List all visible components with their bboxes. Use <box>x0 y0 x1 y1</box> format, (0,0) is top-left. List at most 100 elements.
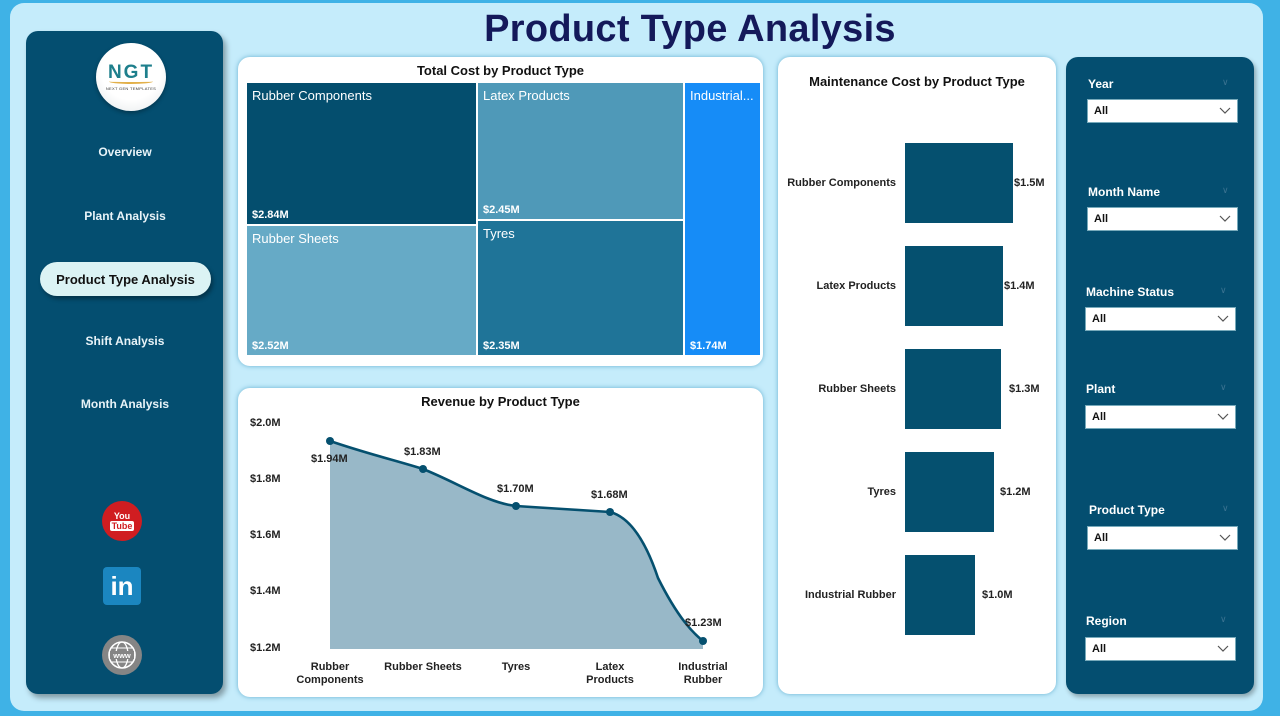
globe-icon: www <box>108 641 136 669</box>
bar[interactable] <box>905 349 1001 429</box>
bar-value-label: $1.5M <box>1014 177 1045 189</box>
treemap-cell-label: Latex Products <box>483 88 570 103</box>
data-point[interactable] <box>326 437 334 445</box>
nav-item-product-type-analysis[interactable]: Product Type Analysis <box>40 262 211 296</box>
linkedin-icon[interactable]: in <box>103 567 141 605</box>
data-point[interactable] <box>606 508 614 516</box>
data-label: $1.70M <box>497 483 534 495</box>
y-axis-tick: $1.2M <box>250 642 281 654</box>
x-axis-label: Latex Products <box>586 661 634 686</box>
logo-text: NGT <box>107 61 155 83</box>
bar-category-label: Industrial Rubber <box>804 589 896 601</box>
chevron-down-icon: ∨ <box>1220 285 1227 295</box>
bar-row-industrial-rubber: Industrial Rubber $1.0M <box>778 555 1056 635</box>
y-axis-tick: $2.0M <box>250 417 281 429</box>
filter-label-month-name: Month Name <box>1088 185 1160 199</box>
chevron-down-icon <box>1219 534 1231 541</box>
treemap-cell-latex-products[interactable]: Latex Products $2.45M <box>478 83 683 219</box>
chevron-down-icon <box>1217 645 1229 652</box>
bar-value-label: $1.3M <box>1009 383 1040 395</box>
y-axis-tick: $1.6M <box>250 529 281 541</box>
bar[interactable] <box>905 246 1003 326</box>
data-point[interactable] <box>699 637 707 645</box>
treemap-cell-value: $2.84M <box>252 209 289 221</box>
product-type-dropdown[interactable]: All <box>1087 526 1238 550</box>
website-globe-icon[interactable]: www <box>102 635 142 675</box>
treemap-cell-value: $1.74M <box>690 340 727 352</box>
dropdown-value: All <box>1092 411 1107 423</box>
filter-label-product-type: Product Type <box>1089 503 1165 517</box>
plant-dropdown[interactable]: All <box>1085 405 1236 429</box>
treemap-cell-rubber-sheets[interactable]: Rubber Sheets $2.52M <box>247 226 476 355</box>
nav-item-month-analysis[interactable]: Month Analysis <box>80 397 170 411</box>
logo-subtitle: NEXT GEN TEMPLATES <box>105 85 157 91</box>
total-cost-treemap-card: Total Cost by Product Type Rubber Compon… <box>238 57 763 366</box>
treemap-cell-label: Rubber Components <box>252 88 372 103</box>
dropdown-value: All <box>1094 105 1109 117</box>
treemap-cell-tyres[interactable]: Tyres $2.35M <box>478 221 683 355</box>
bar-row-rubber-sheets: Rubber Sheets $1.3M <box>778 349 1056 429</box>
maintenance-cost-bar-card: Maintenance Cost by Product Type Rubber … <box>778 57 1056 694</box>
y-axis-tick: $1.4M <box>250 585 281 597</box>
chevron-down-icon: ∨ <box>1222 77 1229 87</box>
linkedin-text: in <box>110 570 134 601</box>
treemap-cell-value: $2.35M <box>483 340 520 352</box>
treemap-cell-industrial-rubber[interactable]: Industrial... $1.74M <box>685 83 760 355</box>
treemap-cell-label: Industrial... <box>690 88 754 103</box>
dropdown-value: All <box>1094 213 1109 225</box>
ngt-logo: NGT NEXT GEN TEMPLATES <box>96 43 166 111</box>
nav-item-overview[interactable]: Overview <box>98 145 152 159</box>
data-point[interactable] <box>512 502 520 510</box>
x-axis-label: Rubber Sheets <box>384 661 462 673</box>
year-dropdown[interactable]: All <box>1087 99 1238 123</box>
region-dropdown[interactable]: All <box>1085 637 1236 661</box>
bar-row-rubber-components: Rubber Components $1.5M <box>778 143 1056 223</box>
chevron-down-icon: ∨ <box>1220 614 1227 624</box>
data-label: $1.23M <box>685 617 722 629</box>
bar-row-latex-products: Latex Products $1.4M <box>778 246 1056 326</box>
filter-label-machine-status: Machine Status <box>1086 285 1175 299</box>
chevron-down-icon: ∨ <box>1222 503 1229 513</box>
bar-value-label: $1.0M <box>982 589 1013 601</box>
bar[interactable] <box>905 452 994 532</box>
nav-item-shift-analysis[interactable]: Shift Analysis <box>85 334 165 348</box>
bar[interactable] <box>905 143 1013 223</box>
treemap-cell-label: Rubber Sheets <box>252 231 339 246</box>
filter-panel: Year ∨ All Month Name ∨ All Machine Stat… <box>1066 57 1254 694</box>
chevron-down-icon <box>1219 215 1231 222</box>
chevron-down-icon: ∨ <box>1220 382 1227 392</box>
treemap-cell-value: $2.52M <box>252 340 289 352</box>
bar-category-label: Rubber Components <box>787 177 896 189</box>
treemap-title: Total Cost by Product Type <box>416 63 585 78</box>
bar[interactable] <box>905 555 975 635</box>
x-axis-label: Tyres <box>501 661 531 673</box>
page-title: Product Type Analysis <box>484 8 896 50</box>
chevron-down-icon <box>1217 413 1229 420</box>
dropdown-value: All <box>1094 532 1109 544</box>
chevron-down-icon: ∨ <box>1222 185 1229 195</box>
revenue-chart-title: Revenue by Product Type <box>421 394 580 409</box>
logo-swoosh-icon <box>109 79 153 84</box>
data-point[interactable] <box>419 465 427 473</box>
revenue-line-chart-card: Revenue by Product Type $2.0M $1.8M $1.6… <box>238 388 763 697</box>
data-label: $1.94M <box>311 453 348 465</box>
month-name-dropdown[interactable]: All <box>1087 207 1238 231</box>
treemap-area: Rubber Components $2.84M Rubber Sheets $… <box>247 83 760 355</box>
dropdown-value: All <box>1092 313 1107 325</box>
treemap-cell-value: $2.45M <box>483 204 520 216</box>
dropdown-value: All <box>1092 643 1107 655</box>
chevron-down-icon <box>1219 107 1231 114</box>
nav-item-plant-analysis[interactable]: Plant Analysis <box>84 209 166 223</box>
revenue-area-plot <box>326 437 707 649</box>
machine-status-dropdown[interactable]: All <box>1085 307 1236 331</box>
bar-category-label: Tyres <box>867 486 896 498</box>
treemap-cell-rubber-components[interactable]: Rubber Components $2.84M <box>247 83 476 224</box>
y-axis-tick: $1.8M <box>250 473 281 485</box>
bar-category-label: Rubber Sheets <box>818 383 896 395</box>
youtube-icon[interactable]: You Tube <box>102 501 142 541</box>
maintenance-chart-title: Maintenance Cost by Product Type <box>809 74 1025 89</box>
filter-label-plant: Plant <box>1086 382 1116 396</box>
data-label: $1.68M <box>591 489 628 501</box>
bar-value-label: $1.4M <box>1004 280 1035 292</box>
x-axis-label: Industrial Rubber <box>678 661 728 686</box>
